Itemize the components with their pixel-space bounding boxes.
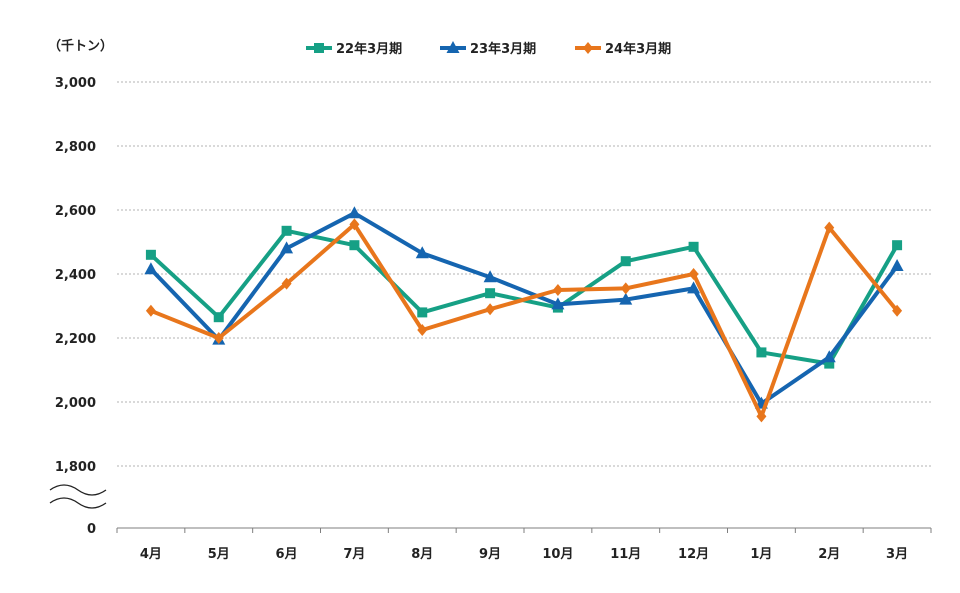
x-tick-label: 5月 — [208, 547, 230, 562]
series-3 — [145, 218, 903, 423]
data-point — [483, 270, 497, 283]
data-point — [892, 304, 903, 317]
data-point — [347, 206, 361, 219]
data-point — [281, 277, 292, 290]
data-point — [822, 350, 836, 363]
legend-label: 23年3月期 — [470, 41, 536, 57]
y-tick-label: 2,000 — [55, 396, 96, 411]
x-tick-label: 8月 — [411, 547, 433, 562]
axis-break-symbol — [49, 484, 107, 509]
data-point — [417, 324, 428, 336]
y-unit-label: （千トン） — [48, 38, 113, 54]
data-point — [213, 312, 224, 323]
x-tick-label: 3月 — [886, 547, 908, 562]
data-point — [415, 246, 429, 259]
data-point — [280, 241, 294, 254]
gridlines — [117, 81, 931, 467]
y-tick-label: 0 — [87, 522, 96, 537]
legend-swatch-marker — [446, 41, 460, 53]
data-point — [688, 268, 699, 280]
data-point — [144, 262, 158, 275]
data-point — [619, 292, 633, 305]
x-tick-label: 2月 — [818, 547, 840, 562]
legend-label: 22年3月期 — [336, 41, 402, 57]
y-tick-label: 2,200 — [55, 332, 96, 347]
x-tick-label: 7月 — [343, 547, 365, 562]
data-point — [281, 225, 292, 236]
series-1 — [145, 225, 903, 369]
data-point — [417, 307, 428, 318]
legend-swatch-marker — [583, 42, 593, 54]
series-line — [148, 211, 900, 406]
data-point — [687, 281, 701, 294]
x-tick-label: 12月 — [678, 547, 709, 562]
data-point — [892, 240, 903, 251]
data-point — [485, 303, 496, 316]
data-point — [552, 284, 563, 296]
legend-swatch-marker — [314, 43, 324, 53]
series-2 — [144, 206, 904, 409]
data-point — [349, 218, 360, 231]
y-tick-label: 2,800 — [55, 140, 96, 155]
legend-item: 24年3月期 — [575, 41, 671, 57]
data-point — [824, 221, 835, 234]
data-point — [620, 282, 631, 295]
x-axis: 4月 5月 6月 7月 8月 9月 10月 11月 12月 1月 2月 3月 — [116, 527, 932, 562]
data-point — [688, 241, 699, 252]
x-tick-label: 1月 — [750, 547, 772, 562]
y-tick-label: 2,600 — [55, 204, 96, 219]
data-point — [213, 332, 224, 344]
y-axis-ticks: 0 1,800 2,000 2,200 2,400 2,600 2,800 3,000 — [55, 76, 96, 537]
y-tick-label: 1,800 — [55, 460, 96, 475]
x-tick-label: 9月 — [479, 547, 501, 562]
series-line — [148, 222, 900, 419]
data-point — [349, 240, 360, 251]
series-line — [148, 228, 900, 366]
data-point — [485, 288, 496, 299]
data-point — [145, 249, 156, 260]
data-point — [890, 259, 904, 271]
data-point — [824, 358, 835, 369]
data-point — [620, 256, 631, 267]
legend-item: 23年3月期 — [440, 41, 536, 57]
x-tick-label: 4月 — [140, 547, 162, 562]
legend-label: 24年3月期 — [605, 41, 671, 57]
data-point — [756, 410, 767, 423]
x-tick-label: 10月 — [542, 547, 573, 562]
data-point — [756, 347, 767, 358]
data-point — [551, 297, 565, 310]
x-tick-label: 11月 — [610, 547, 641, 562]
x-tick-label: 6月 — [276, 547, 298, 562]
series-group — [144, 206, 904, 423]
y-tick-label: 3,000 — [55, 76, 96, 91]
legend-item: 22年3月期 — [306, 41, 402, 57]
y-tick-label: 2,400 — [55, 268, 96, 283]
axis-break-wave — [49, 497, 107, 509]
legend: 22年3月期 23年3月期 24年3月期 — [306, 41, 671, 57]
axis-break-wave — [49, 484, 107, 496]
data-point — [145, 304, 156, 317]
